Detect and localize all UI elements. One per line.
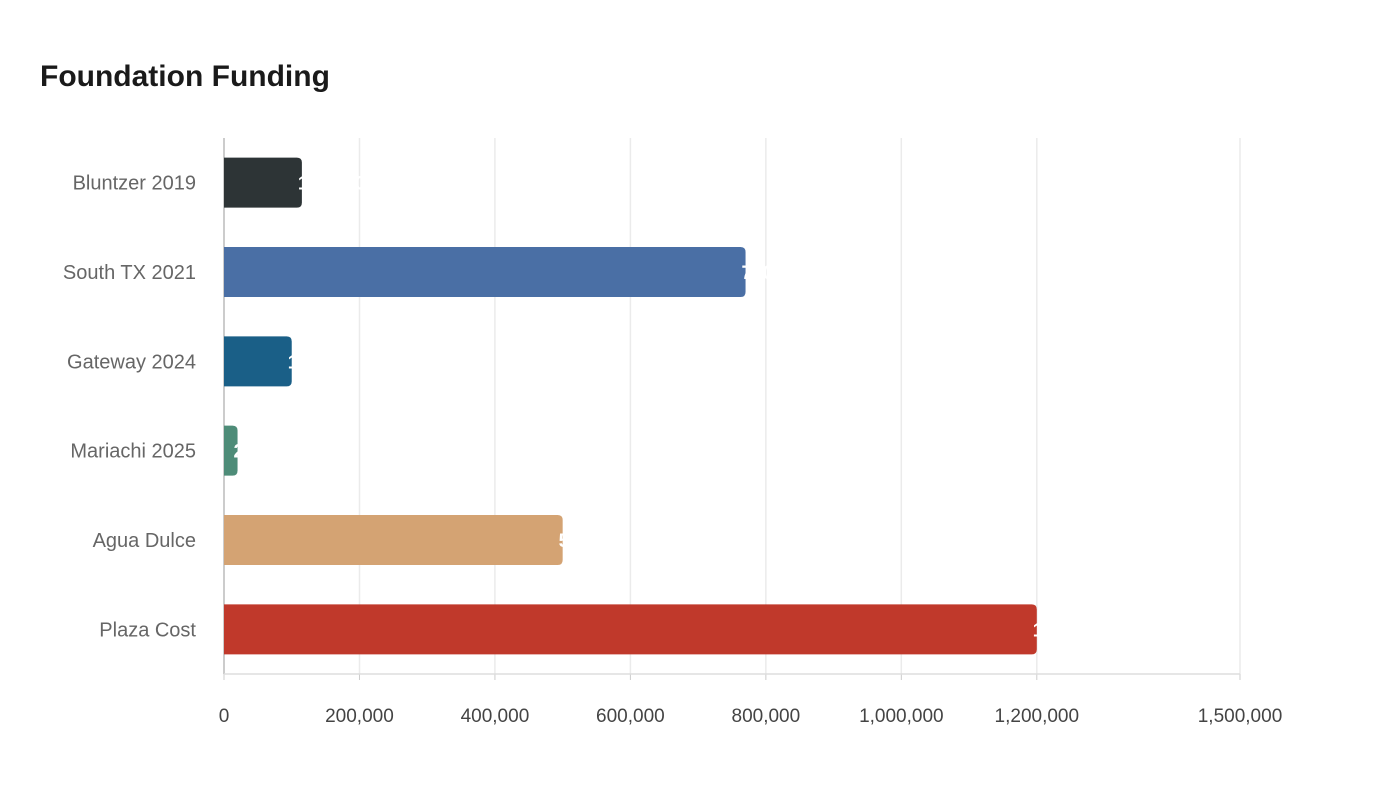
data-label: 1,200,000 bbox=[1033, 620, 1118, 641]
bar bbox=[224, 604, 1037, 655]
category-label: South TX 2021 bbox=[63, 262, 196, 284]
x-tick-label: 800,000 bbox=[732, 706, 801, 727]
x-tick-label: 1,500,000 bbox=[1198, 706, 1283, 727]
bar bbox=[224, 336, 292, 387]
x-tick-label: 400,000 bbox=[461, 706, 530, 727]
category-label: Gateway 2024 bbox=[67, 351, 196, 373]
category-label: Plaza Cost bbox=[99, 619, 196, 641]
x-tick-label: 200,000 bbox=[325, 706, 394, 727]
bar bbox=[224, 425, 238, 476]
data-label: 20,000 bbox=[234, 442, 292, 463]
bar bbox=[224, 515, 563, 565]
data-label: 115,000 bbox=[298, 174, 366, 195]
category-label: Mariachi 2025 bbox=[70, 441, 196, 463]
data-label: 770,000 bbox=[742, 263, 811, 284]
category-label: Bluntzer 2019 bbox=[73, 173, 196, 195]
category-label: Agua Dulce bbox=[93, 530, 196, 552]
bar bbox=[224, 157, 302, 208]
x-tick-label: 1,200,000 bbox=[995, 706, 1080, 727]
data-label: 500,000 bbox=[559, 531, 628, 552]
x-tick-label: 600,000 bbox=[596, 706, 665, 727]
x-tick-label: 1,000,000 bbox=[859, 706, 944, 727]
chart-title: Foundation Funding bbox=[40, 60, 330, 93]
bar bbox=[224, 247, 746, 297]
x-tick-label: 0 bbox=[219, 706, 230, 727]
data-label: 100,000 bbox=[288, 352, 357, 373]
